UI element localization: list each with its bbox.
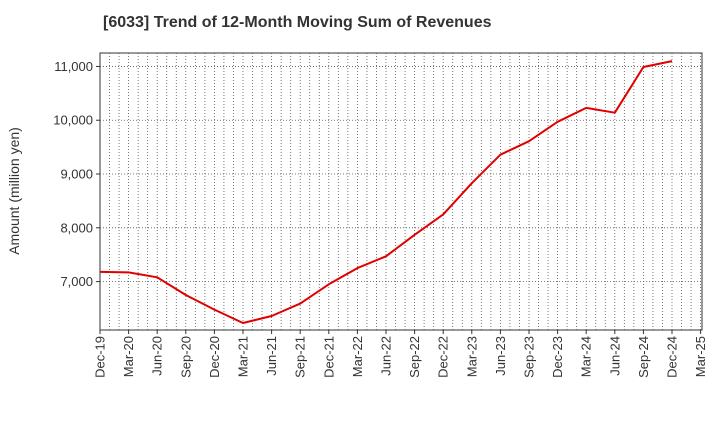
x-tick-label: Sep-23: [522, 336, 537, 378]
x-tick-label: Dec-22: [436, 336, 451, 378]
x-tick-label: Mar-21: [236, 336, 251, 377]
chart-title: [6033] Trend of 12-Month Moving Sum of R…: [103, 14, 492, 31]
x-tick-label: Jun-20: [150, 336, 165, 376]
y-axis-label: Amount (million yen): [6, 127, 22, 255]
y-tick-label: 11,000: [54, 59, 93, 74]
x-tick-label: Sep-20: [178, 336, 193, 378]
horizontal-gridlines: [96, 65, 702, 283]
series-lines: [99, 60, 673, 324]
x-tick-label: Mar-23: [464, 336, 479, 377]
vertical-gridlines: [109, 53, 701, 330]
x-tick-label: Dec-23: [550, 336, 565, 378]
y-tick-label: 8,000: [60, 220, 93, 235]
y-tick-labels: 7,000 8,000 9,000 10,000 11,000: [53, 59, 93, 289]
x-tick-label: Dec-19: [93, 336, 108, 378]
plot-area: [99, 52, 703, 331]
x-tick-labels: Dec-19 Mar-20 Jun-20 Sep-20 Dec-20 Mar-21 Jun-…: [93, 330, 708, 378]
x-tick-label: Mar-25: [693, 336, 708, 377]
x-tick-label: Mar-20: [121, 336, 136, 377]
x-tick-label: Dec-21: [321, 336, 336, 378]
x-tick-label: Sep-21: [293, 336, 308, 378]
x-tick-label: Jun-23: [493, 336, 508, 376]
x-tick-label: Dec-24: [665, 336, 680, 378]
x-tick-label: Jun-21: [264, 336, 279, 376]
x-tick-label: Dec-20: [207, 336, 222, 378]
x-tick-label: Sep-22: [407, 336, 422, 378]
y-tick-label: 9,000: [60, 167, 93, 182]
x-tick-label: Sep-24: [636, 336, 651, 378]
x-tick-label: Mar-22: [350, 336, 365, 377]
x-tick-label: Jun-22: [379, 336, 394, 376]
y-tick-label: 7,000: [60, 274, 93, 289]
x-tick-label: Mar-24: [579, 336, 594, 377]
y-tick-label: 10,000: [53, 113, 93, 128]
x-tick-label: Jun-24: [607, 336, 622, 376]
